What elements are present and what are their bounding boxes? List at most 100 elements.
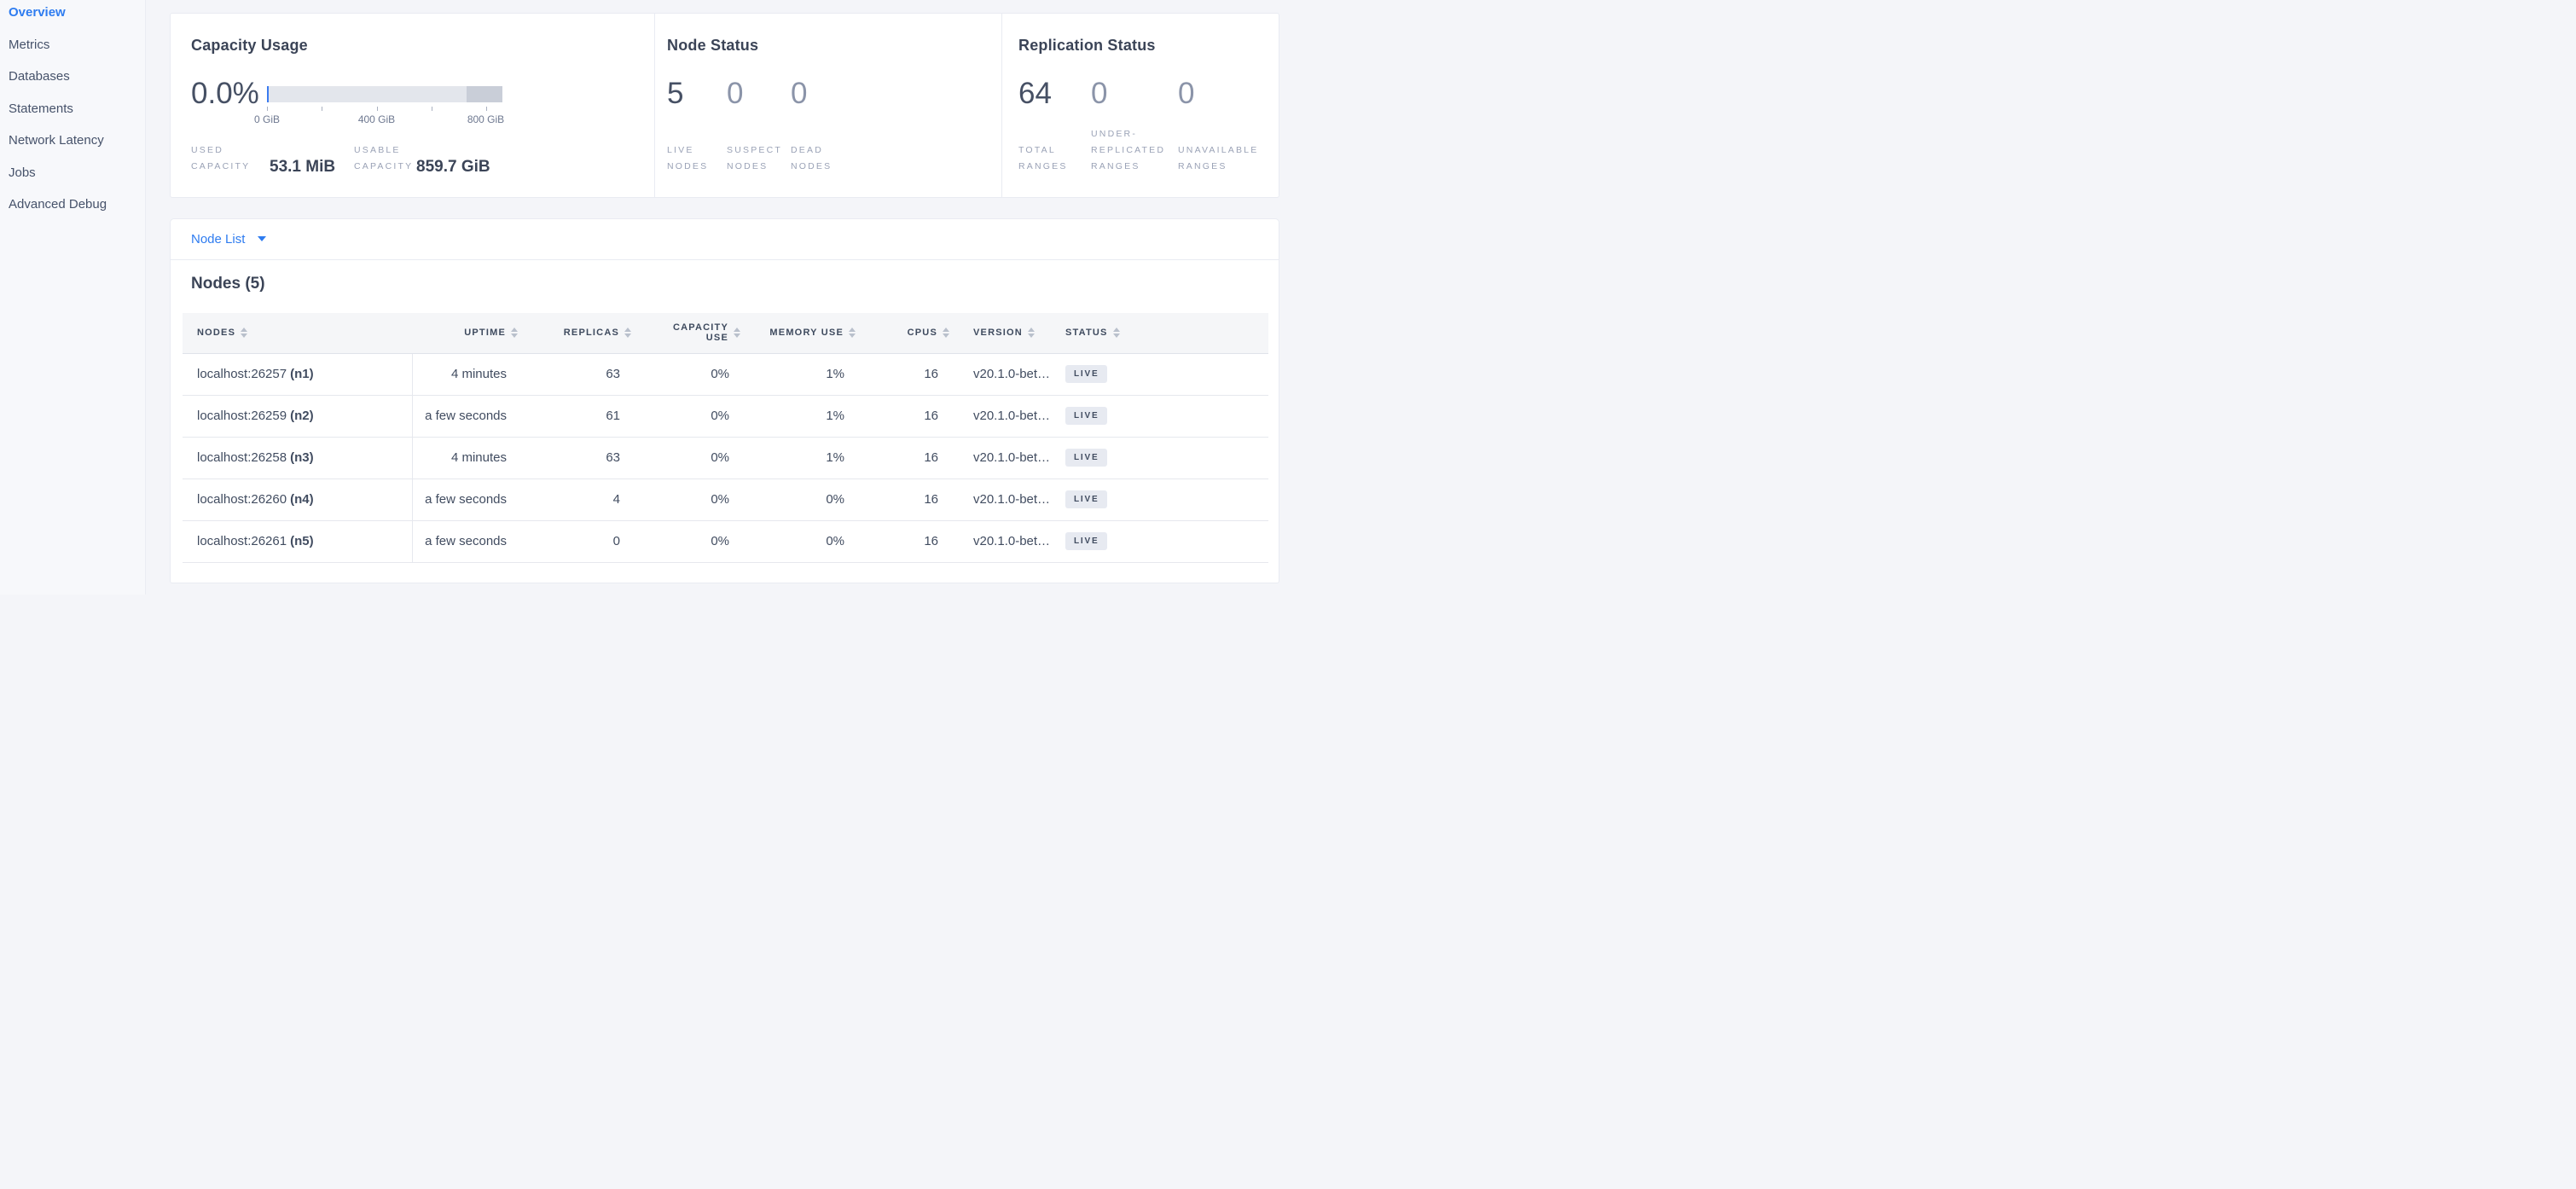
column-header-nodes[interactable]: NODES (183, 313, 413, 353)
node-list-dropdown[interactable]: Node List (170, 218, 1279, 260)
column-header-capacity-use[interactable]: CAPACITY USE (631, 313, 740, 353)
node-address-cell[interactable]: localhost:26261 (n5) (183, 520, 413, 562)
node-address-link[interactable]: localhost:26260 (197, 492, 287, 507)
sidebar-item-network-latency[interactable]: Network Latency (9, 133, 104, 148)
memory-use-cell: 0% (826, 534, 844, 548)
sidebar-item-databases[interactable]: Databases (9, 69, 70, 84)
column-header-version[interactable]: VERSION (949, 313, 1058, 353)
column-header-label: VERSION (973, 328, 1023, 338)
nodes-table: NODES UPTIME REPLICAS CAPACITY USE MEMOR… (183, 312, 1268, 563)
node-id: (n1) (290, 367, 314, 381)
memory-use-cell: 1% (826, 450, 844, 465)
axis-tick (485, 106, 487, 111)
sidebar-item-overview[interactable]: Overview (9, 5, 66, 20)
used-capacity-value: 53.1 MiB (270, 157, 336, 176)
column-header-label: STATUS (1065, 328, 1108, 338)
column-header-label: MEMORY USE (769, 328, 844, 338)
capacity-use-cell: 0% (711, 450, 729, 465)
column-header-replicas[interactable]: REPLICAS (518, 313, 631, 353)
node-address-cell[interactable]: localhost:26257 (n1) (183, 353, 413, 395)
node-address-link[interactable]: localhost:26258 (197, 450, 287, 465)
replicas-cell: 61 (606, 409, 620, 423)
sort-icon (849, 328, 856, 338)
axis-label-0: 0 GiB (253, 113, 281, 125)
memory-use-cell: 1% (826, 367, 844, 381)
node-address-link[interactable]: localhost:26261 (197, 534, 287, 548)
column-header-uptime[interactable]: UPTIME (413, 313, 518, 353)
uptime-cell: 4 minutes (450, 367, 507, 381)
chevron-down-icon (258, 236, 267, 241)
status-badge: LIVE (1065, 532, 1108, 550)
sort-icon (511, 328, 518, 338)
node-address-cell[interactable]: localhost:26260 (n4) (183, 478, 413, 520)
status-badge: LIVE (1065, 407, 1108, 425)
cpus-cell: 16 (924, 409, 938, 423)
under-replicated-ranges-label: UNDER-REPLICATED RANGES (1091, 128, 1166, 171)
cpus-cell: 16 (924, 492, 938, 507)
sort-icon (241, 328, 248, 338)
sort-icon (624, 328, 631, 338)
status-cell: LIVE (1058, 396, 1268, 437)
cpus-cell: 16 (924, 367, 938, 381)
axis-label-800: 800 GiB (467, 113, 505, 125)
under-replicated-ranges-value: 0 (1091, 76, 1108, 110)
table-row[interactable]: localhost:26259 (n2) a few seconds 61 0%… (183, 395, 1268, 438)
sort-icon (1112, 328, 1120, 338)
node-address-link[interactable]: localhost:26257 (197, 367, 287, 381)
status-cell: LIVE (1058, 438, 1268, 478)
sidebar-item-jobs[interactable]: Jobs (9, 165, 36, 180)
replicas-cell: 63 (606, 450, 620, 465)
table-row[interactable]: localhost:26257 (n1) 4 minutes 63 0% 1% … (183, 353, 1268, 396)
replication-status-title: Replication Status (1018, 36, 1156, 54)
unavailable-ranges-label: UNAVAILABLE RANGES (1178, 144, 1259, 171)
nodes-card: Nodes (5) NODES UPTIME REPLICAS CAPACITY… (170, 258, 1279, 583)
node-status-title: Node Status (667, 36, 759, 54)
axis-label-400: 400 GiB (357, 113, 396, 125)
capacity-percent: 0.0% (191, 76, 259, 110)
node-address-link[interactable]: localhost:26259 (197, 409, 287, 423)
capacity-use-cell: 0% (711, 492, 729, 507)
sidebar-item-advanced-debug[interactable]: Advanced Debug (9, 197, 107, 212)
sort-icon (734, 328, 740, 338)
live-nodes-value: 5 (667, 76, 684, 110)
replicas-cell: 0 (612, 534, 620, 548)
cluster-summary-card: Capacity Usage 0.0% 0 GiB 400 GiB 800 Gi… (170, 12, 1279, 198)
column-header-status[interactable]: STATUS (1058, 313, 1268, 353)
column-header-label: CAPACITY USE (672, 322, 728, 343)
node-id: (n5) (290, 534, 314, 548)
column-header-label: NODES (197, 328, 236, 338)
table-row[interactable]: localhost:26258 (n3) 4 minutes 63 0% 1% … (183, 437, 1268, 479)
node-id: (n2) (290, 409, 314, 423)
table-row[interactable]: localhost:26261 (n5) a few seconds 0 0% … (183, 520, 1268, 563)
capacity-use-cell: 0% (711, 367, 729, 381)
capacity-bar-reserved-segment (467, 85, 502, 102)
unavailable-ranges-value: 0 (1178, 76, 1195, 110)
version-cell: v20.1.0-bet… (973, 367, 1051, 381)
version-cell: v20.1.0-bet… (973, 534, 1051, 548)
status-cell: LIVE (1058, 479, 1268, 520)
node-id: (n4) (290, 492, 314, 507)
axis-tick (267, 106, 268, 111)
replicas-cell: 63 (606, 367, 620, 381)
replication-status-panel: Replication Status 64 0 0 TOTAL RANGES U… (1001, 13, 1279, 197)
version-cell: v20.1.0-bet… (973, 409, 1051, 423)
table-row[interactable]: localhost:26260 (n4) a few seconds 4 0% … (183, 478, 1268, 521)
node-address-cell[interactable]: localhost:26258 (n3) (183, 437, 413, 478)
column-header-cpus[interactable]: CPUS (856, 313, 949, 353)
memory-use-cell: 1% (826, 409, 844, 423)
uptime-cell: a few seconds (425, 409, 507, 423)
column-header-memory-use[interactable]: MEMORY USE (740, 313, 856, 353)
sidebar-item-statements[interactable]: Statements (9, 101, 73, 116)
sidebar-nav: Overview Metrics Databases Statements Ne… (0, 0, 145, 221)
uptime-cell: a few seconds (425, 492, 507, 507)
version-cell: v20.1.0-bet… (973, 450, 1051, 465)
usable-capacity-label: USABLE CAPACITY (354, 144, 414, 171)
usable-capacity-value: 859.7 GiB (416, 157, 490, 176)
sort-icon (1027, 328, 1035, 338)
cpus-cell: 16 (924, 450, 938, 465)
replicas-cell: 4 (612, 492, 620, 507)
status-cell: LIVE (1058, 521, 1268, 562)
node-address-cell[interactable]: localhost:26259 (n2) (183, 395, 413, 437)
column-header-label: CPUS (907, 328, 937, 338)
sidebar-item-metrics[interactable]: Metrics (9, 37, 50, 52)
